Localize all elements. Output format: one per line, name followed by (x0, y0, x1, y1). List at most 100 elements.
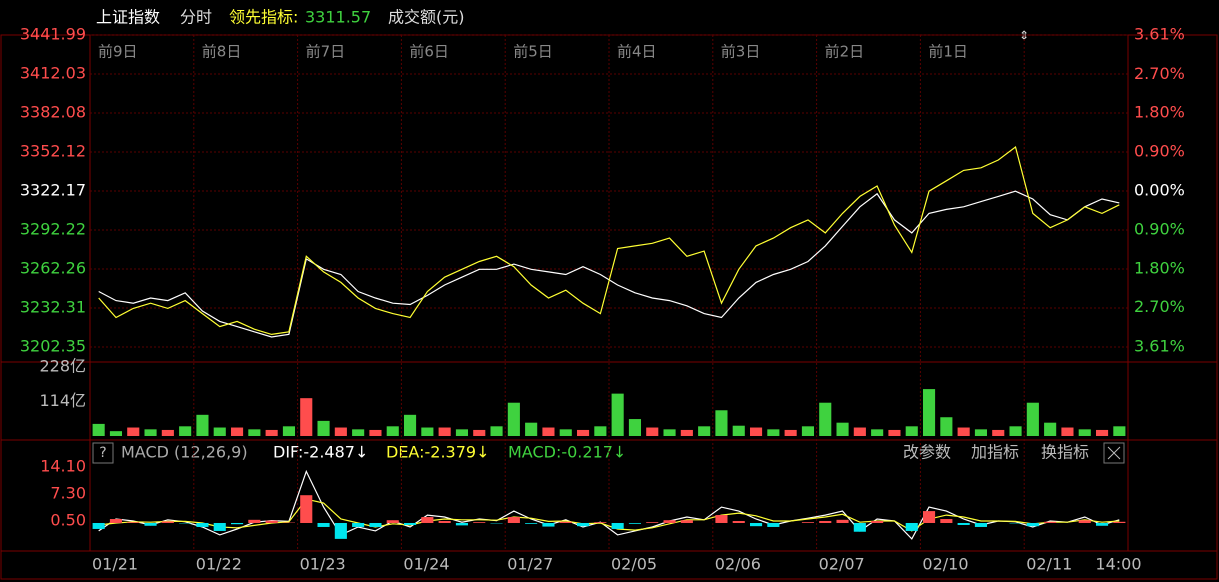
volume-bar (369, 429, 382, 436)
macd-bar (525, 522, 538, 524)
volume-bar (767, 429, 780, 436)
toolbar-button[interactable]: 改参数 (903, 443, 951, 462)
y2-tick-label: 2.70% (1134, 64, 1185, 83)
macd-bar (646, 522, 659, 523)
volume-bar (352, 429, 365, 436)
volume-bar (957, 427, 970, 436)
macd-line (98, 498, 1120, 532)
y2-tick-label: 1.80% (1134, 258, 1185, 277)
macd-bar (109, 519, 123, 523)
day-label: 前8日 (202, 43, 242, 61)
close-box[interactable] (1103, 442, 1125, 464)
volume-bar (905, 426, 918, 436)
volume-bar (403, 414, 417, 436)
volume-bar (1009, 426, 1022, 436)
macd-bar (1078, 520, 1091, 523)
macd-bar (438, 521, 451, 523)
volume-bar (1044, 422, 1057, 436)
volume-bar (1095, 429, 1109, 436)
y-tick-label: 3441.99 (20, 25, 86, 44)
macd-bar (767, 522, 780, 527)
y2-tick-label: 3.61% (1134, 25, 1185, 44)
volume-bar (1078, 429, 1091, 436)
macd-bar (663, 520, 676, 523)
x-tick-label: 02/11 (1026, 555, 1072, 574)
y2-tick-label: 1.80% (1134, 103, 1185, 122)
x-tick-label: 01/21 (92, 555, 138, 574)
y-tick-label: 3352.12 (20, 142, 86, 161)
leader-label: 领先指标: (229, 8, 298, 27)
volume-bar (853, 427, 866, 436)
volume-bar (732, 425, 745, 436)
y2-tick-label: 3.61% (1134, 337, 1185, 356)
macd-bar (819, 521, 832, 523)
volume-bar (922, 389, 936, 436)
volume-bar (1061, 427, 1074, 436)
price-line (98, 145, 1120, 336)
close-button[interactable] (1103, 442, 1125, 464)
macd-bar (905, 522, 918, 531)
volume-bar (317, 420, 330, 436)
macd-bar (352, 522, 365, 527)
macd-bar (300, 495, 313, 523)
volume-bar (784, 429, 797, 436)
macd-bar (213, 522, 226, 531)
y-tick-label: 3262.26 (20, 259, 86, 278)
x-tick-label: 01/23 (300, 555, 346, 574)
macd-bar (1113, 521, 1126, 523)
y2-tick-label: 0.90% (1134, 142, 1185, 161)
y-tick-label: 3292.22 (20, 219, 86, 238)
macd-bar (922, 511, 936, 523)
volume-bar (1113, 426, 1126, 436)
macd-bar (542, 522, 555, 527)
macd-bar (161, 521, 174, 523)
toolbar-button[interactable]: 换指标 (1041, 443, 1089, 462)
volume-bar (179, 426, 192, 436)
volume-bar (144, 429, 157, 436)
y2-tick-label: 2.70% (1134, 297, 1185, 316)
volume-bar (801, 426, 815, 436)
y-tick-label: 3382.08 (20, 103, 86, 122)
mode-tab[interactable]: 分时 (180, 8, 212, 27)
day-label: 前2日 (825, 43, 865, 61)
macd-bar (940, 519, 953, 523)
macd-bar (801, 522, 815, 523)
macd-bar (455, 522, 469, 526)
volume-bar (109, 431, 123, 436)
volume-bar (819, 402, 832, 436)
volume-bar (265, 429, 278, 436)
help-button[interactable]: ? (99, 445, 106, 461)
volume-title: 成交额(元) (388, 8, 465, 27)
macd-bar (749, 522, 763, 527)
index-name: 上证指数 (96, 8, 160, 27)
dea-legend: DEA:-2.379↓ (386, 443, 489, 462)
volume-bar (749, 427, 763, 436)
y-tick-label: 3322.17 (20, 181, 86, 200)
macd-bar (732, 521, 745, 523)
macd-bar (680, 520, 693, 523)
macd-title: MACD (12,26,9) (121, 443, 248, 462)
volume-bar (127, 427, 140, 436)
volume-bar (92, 423, 105, 436)
macd-bar (144, 522, 157, 526)
close-icon[interactable] (1107, 446, 1121, 460)
help-box[interactable] (92, 442, 114, 464)
volume-bar (161, 429, 174, 436)
macd-bar (127, 522, 140, 523)
day-label: 前7日 (306, 43, 346, 61)
macd-bar (1026, 522, 1039, 527)
y-tick-label: 3202.35 (20, 337, 86, 356)
volume-bar (698, 426, 711, 436)
volume-bar (715, 410, 728, 436)
macd-legend: MACD:-0.217↓ (508, 443, 626, 462)
volume-bar (611, 393, 624, 436)
y2-tick-label: 0.00% (1134, 181, 1185, 200)
macd-bar (265, 520, 278, 523)
day-label: 前4日 (617, 43, 657, 61)
y-tick-label: 3412.03 (20, 64, 86, 83)
macd-bar (974, 522, 988, 527)
volume-bar (213, 427, 226, 436)
x-tick-label: 01/27 (507, 555, 553, 574)
x-tick-label: 02/07 (819, 555, 865, 574)
toolbar-button[interactable]: 加指标 (971, 443, 1019, 462)
